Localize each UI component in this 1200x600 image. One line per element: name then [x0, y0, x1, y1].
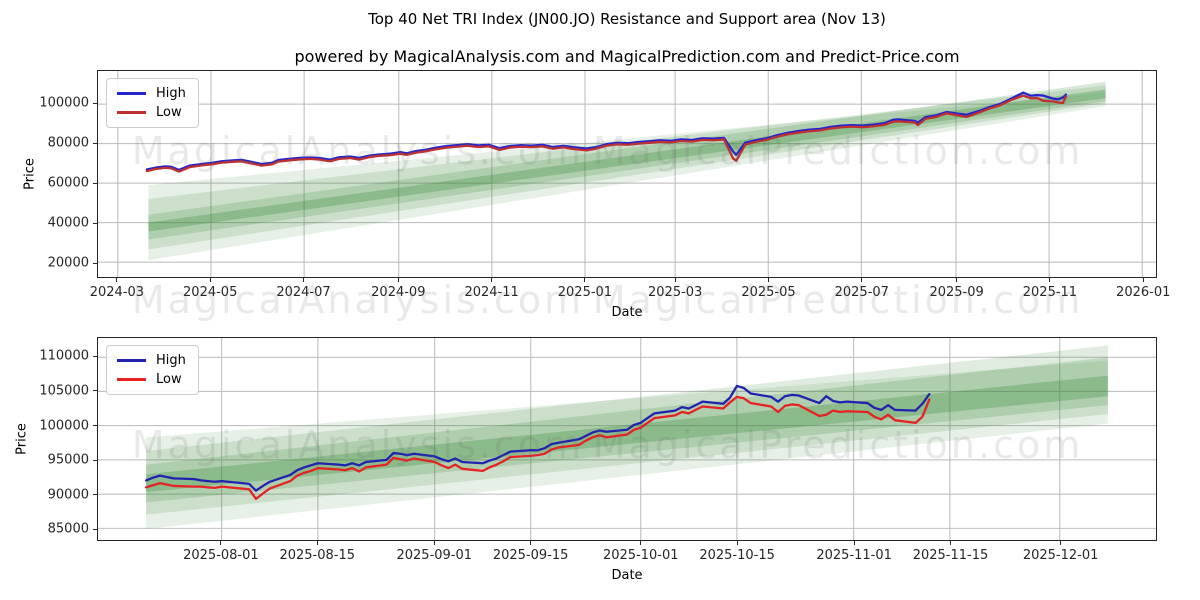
top-chart-axes: High Low: [97, 70, 1157, 278]
bottom-chart-y-axis-label: Price: [14, 423, 30, 455]
y-tick-label: 80000: [47, 135, 89, 151]
top-chart-legend: High Low: [106, 78, 199, 128]
x-tick-label: 2025-11-01: [816, 548, 892, 563]
low-line-swatch: [117, 111, 146, 114]
legend-entry-low: Low: [117, 103, 186, 122]
x-tick-label: 2025-01: [557, 285, 613, 300]
x-tick-mark: [640, 541, 642, 545]
y-tick-label: 20000: [47, 255, 89, 271]
high-line: [144, 384, 931, 492]
y-tick-label: 40000: [47, 215, 89, 231]
high-legend-label: High: [156, 86, 186, 101]
y-tick-label: 95000: [47, 452, 89, 468]
low-legend-label: Low: [156, 105, 182, 120]
x-tick-label: 2024-05: [183, 285, 238, 300]
x-tick-mark: [316, 541, 318, 545]
y-tick-label: 100000: [39, 95, 89, 111]
y-tick-label: 100000: [39, 418, 89, 433]
y-tick-mark: [93, 142, 97, 144]
figure-subtitle: powered by MagicalAnalysis.com and Magic…: [294, 47, 960, 66]
x-tick-mark: [1049, 278, 1051, 282]
y-tick-label: 110000: [39, 348, 89, 364]
x-tick-mark: [950, 541, 951, 545]
x-tick-mark: [956, 278, 958, 282]
x-tick-mark: [491, 278, 493, 282]
bottom-chart-x-axis-label: Date: [611, 568, 643, 583]
x-tick-label: 2025-11-15: [912, 548, 989, 563]
low-legend-label: Low: [156, 372, 182, 387]
x-tick-mark: [1060, 541, 1062, 545]
bottom-chart-legend: High Low: [106, 345, 199, 395]
low-line: [145, 94, 1068, 173]
x-tick-label: 2024-11: [464, 285, 519, 300]
x-tick-mark: [530, 541, 532, 545]
y-tick-mark: [93, 182, 97, 184]
y-tick-label: 60000: [47, 175, 89, 191]
x-tick-mark: [433, 541, 435, 545]
figure-title: Top 40 Net TRI Index (JN00.JO) Resistanc…: [368, 10, 886, 28]
x-tick-label: 2025-10-15: [699, 548, 775, 563]
support-resistance-band: [148, 81, 1106, 240]
low-line-swatch: [117, 378, 146, 381]
x-tick-label: 2025-07: [834, 285, 889, 300]
x-tick-mark: [861, 278, 863, 282]
high-line-swatch: [117, 359, 146, 362]
x-tick-mark: [853, 541, 855, 545]
x-tick-label: 2024-09: [371, 285, 426, 300]
high-line-swatch: [117, 92, 146, 95]
x-tick-label: 2025-12-01: [1022, 548, 1099, 563]
y-tick-mark: [93, 494, 97, 496]
x-tick-label: 2024-07: [276, 285, 331, 300]
y-tick-label: 105000: [39, 383, 89, 399]
x-tick-mark: [209, 278, 211, 282]
legend-entry-low: Low: [117, 370, 186, 389]
x-tick-label: 2025-09: [929, 285, 984, 300]
support-resistance-band: [148, 92, 1106, 261]
x-tick-mark: [397, 278, 399, 282]
x-tick-label: 2025-03: [648, 285, 703, 300]
high-line: [145, 91, 1068, 172]
x-tick-mark: [220, 541, 222, 545]
x-tick-mark: [1142, 278, 1144, 282]
y-tick-mark: [93, 390, 97, 392]
x-tick-label: 2025-09-15: [492, 548, 569, 563]
x-tick-label: 2026-01: [1116, 285, 1171, 300]
top-chart-canvas: [98, 71, 1156, 277]
x-tick-label: 2024-03: [89, 285, 145, 300]
y-tick-mark: [93, 459, 97, 461]
x-tick-mark: [116, 278, 118, 282]
x-tick-label: 2025-10-01: [602, 548, 679, 563]
y-tick-mark: [93, 222, 97, 224]
x-tick-mark: [584, 278, 586, 282]
low-line: [144, 395, 931, 501]
top-chart-y-axis-label: Price: [22, 158, 38, 190]
y-tick-label: 85000: [47, 521, 89, 537]
x-tick-label: 2025-09-01: [396, 548, 473, 563]
y-tick-mark: [93, 102, 97, 104]
x-tick-mark: [674, 278, 676, 282]
x-tick-mark: [767, 278, 769, 282]
high-legend-label: High: [156, 353, 186, 368]
x-tick-label: 2025-05: [741, 285, 796, 300]
y-tick-mark: [93, 425, 97, 426]
top-chart-x-axis-label: Date: [611, 305, 643, 320]
y-tick-label: 90000: [47, 487, 89, 503]
y-tick-mark: [93, 528, 97, 530]
x-tick-mark: [736, 541, 738, 545]
legend-entry-high: High: [117, 84, 186, 103]
y-tick-mark: [93, 262, 97, 264]
bottom-chart-canvas: [98, 338, 1156, 540]
y-tick-mark: [93, 355, 97, 357]
x-tick-label: 2025-11: [1022, 285, 1078, 300]
bottom-chart-axes: High Low: [97, 337, 1157, 541]
x-tick-label: 2025-08-15: [279, 548, 356, 563]
x-tick-mark: [302, 278, 304, 282]
legend-entry-high: High: [117, 351, 186, 370]
x-tick-label: 2025-08-01: [183, 548, 259, 563]
